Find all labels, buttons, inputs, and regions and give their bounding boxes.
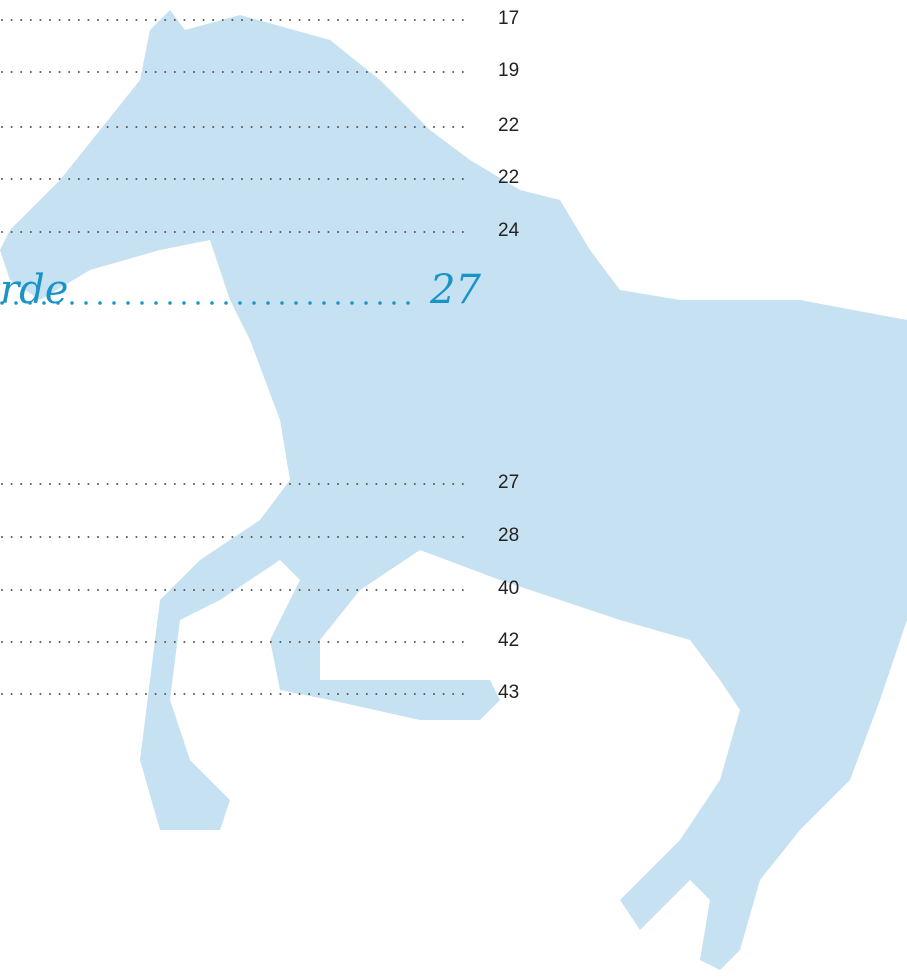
toc-page: 17 19 22 22 24 rde 27 27 28 40 42 43 xyxy=(0,0,907,979)
page-number: 22 xyxy=(498,116,519,135)
page-number: 40 xyxy=(498,579,519,598)
page-number: 19 xyxy=(498,61,519,80)
page-number: 28 xyxy=(498,526,519,545)
page-number: 27 xyxy=(498,473,519,492)
page-number: 17 xyxy=(498,9,519,28)
page-number: 43 xyxy=(498,683,519,702)
page-number: 24 xyxy=(498,221,519,240)
artwork xyxy=(0,0,907,979)
section-page: 27 xyxy=(430,270,481,310)
section-title: rde xyxy=(0,270,68,310)
page-number: 22 xyxy=(498,168,519,187)
horse-silhouette xyxy=(0,10,907,970)
page-number: 42 xyxy=(498,631,519,650)
